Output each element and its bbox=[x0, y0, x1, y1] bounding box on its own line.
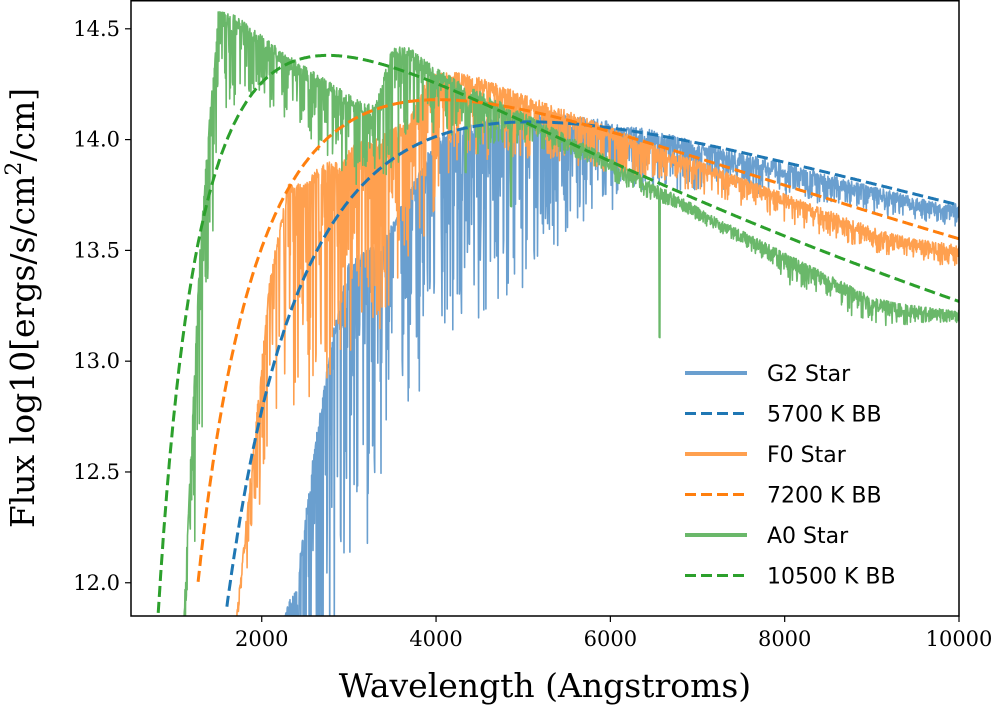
series-7200-k-bb bbox=[196, 98, 959, 582]
x-tick-label: 8000 bbox=[758, 627, 811, 651]
x-tick-label: 4000 bbox=[409, 627, 462, 651]
y-tick-label: 12.5 bbox=[73, 460, 120, 484]
x-axis-label: Wavelength (Angstroms) bbox=[339, 666, 751, 705]
y-tick-label: 13.0 bbox=[73, 349, 120, 373]
x-axis: 2000 4000 6000 8000 10000 bbox=[235, 616, 992, 651]
x-tick-label: 10000 bbox=[926, 627, 993, 651]
y-tick-label: 12.0 bbox=[73, 571, 120, 595]
y-axis-label-superscript: 2 bbox=[2, 162, 27, 176]
x-tick-label: 6000 bbox=[584, 627, 637, 651]
legend-label: G2 Star bbox=[767, 362, 851, 387]
legend-label: F0 Star bbox=[767, 443, 847, 468]
legend-label: A0 Star bbox=[767, 524, 849, 549]
series-5700-k-bb bbox=[225, 120, 959, 607]
legend-label: 5700 K BB bbox=[767, 403, 882, 428]
series-10500-k-bb bbox=[156, 53, 959, 616]
y-axis-label-tail: /cm] bbox=[3, 88, 42, 162]
legend-label: 10500 K BB bbox=[767, 565, 896, 590]
y-axis-label-main: Flux log10[ergs/s/cm bbox=[3, 176, 42, 529]
legend: G2 Star 5700 K BB F0 Star 7200 K BB A0 Star 1… bbox=[685, 362, 896, 590]
series-a0-star bbox=[183, 11, 959, 616]
y-tick-label: 13.5 bbox=[73, 238, 120, 262]
x-tick-label: 2000 bbox=[235, 627, 288, 651]
y-axis-label: Flux log10[ergs/s/cm2/cm] bbox=[2, 88, 42, 528]
y-tick-label: 14.5 bbox=[73, 17, 120, 41]
y-axis: 12.0 12.5 13.0 13.5 14.0 14.5 bbox=[73, 17, 131, 595]
series-layer bbox=[156, 11, 959, 616]
plot-frame bbox=[130, 0, 960, 617]
y-tick-label: 14.0 bbox=[73, 128, 120, 152]
legend-label: 7200 K BB bbox=[767, 484, 882, 509]
